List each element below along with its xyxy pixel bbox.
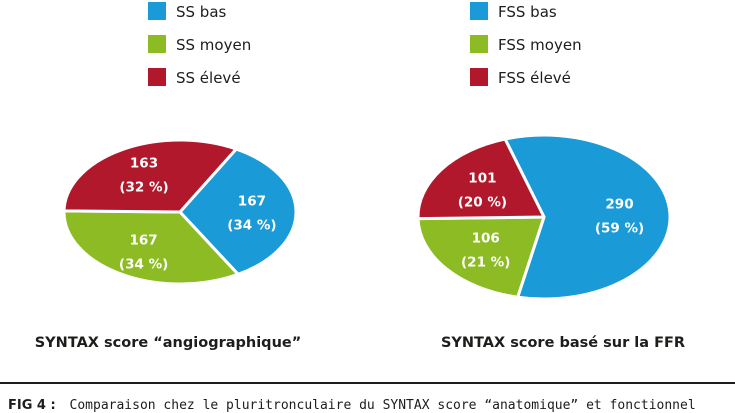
legend-label-fss-eleve: FSS élevé (498, 69, 571, 87)
slice-percent-label-ss-eleve: (32 %) (119, 179, 168, 195)
caption-text: Comparaison chez le pluritronculaire du … (69, 398, 696, 413)
right-pie-chart: FSS bas FSS moyen FSS élevé 290 (59 %) 106 (21… (416, 2, 685, 351)
legend-swatch-ss-eleve (148, 68, 166, 86)
slice-value-label-fss-moyen: 106 (472, 230, 500, 246)
legend-label-fss-bas: FSS bas (498, 3, 557, 21)
slice-value-label-fss-eleve: 101 (468, 171, 496, 187)
slice-value-label-ss-moyen: 167 (130, 233, 158, 249)
slice-value-label-ss-eleve: 163 (130, 155, 158, 171)
slice-percent-label-ss-bas: (34 %) (227, 218, 276, 234)
slice-percent-label-fss-eleve: (20 %) (458, 195, 507, 211)
figure-label: FIG 4 : (8, 398, 56, 413)
chart-title: SYNTAX score basé sur la FFR (441, 335, 685, 351)
legend-swatch-fss-moyen (470, 35, 488, 53)
legend-swatch-fss-eleve (470, 68, 488, 86)
chart-title: SYNTAX score “angiographique” (35, 335, 302, 351)
slice-percent-label-fss-moyen: (21 %) (461, 254, 510, 270)
pie-slice-ss-eleve (62, 138, 238, 214)
slice-value-label-ss-bas: 167 (238, 194, 266, 210)
legend-label-ss-eleve: SS élevé (176, 69, 241, 87)
pie-charts-figure: SS bas SS moyen SS élevé 167 (34 %) 167 (34 %)… (35, 2, 685, 351)
legend-swatch-ss-bas (148, 2, 166, 20)
pie-slice-fss-moyen (416, 215, 546, 299)
legend-label-fss-moyen: FSS moyen (498, 36, 582, 54)
pie-slice-ss-moyen (62, 209, 240, 286)
slice-percent-label-fss-bas: (59 %) (595, 221, 644, 237)
pie-slice-fss-bas (503, 133, 672, 301)
legend-swatch-ss-moyen (148, 35, 166, 53)
figure-caption: FIG 4 : Comparaison chez le pluritroncul… (8, 398, 735, 413)
left-pie-chart: SS bas SS moyen SS élevé 167 (34 %) 167 (34 %)… (35, 2, 302, 351)
legend-label-ss-moyen: SS moyen (176, 36, 251, 54)
slice-percent-label-ss-moyen: (34 %) (119, 257, 168, 273)
slice-value-label-fss-bas: 290 (605, 197, 633, 213)
pie-slice-fss-eleve (416, 137, 546, 221)
legend-label-ss-bas: SS bas (176, 3, 227, 21)
legend-swatch-fss-bas (470, 2, 488, 20)
